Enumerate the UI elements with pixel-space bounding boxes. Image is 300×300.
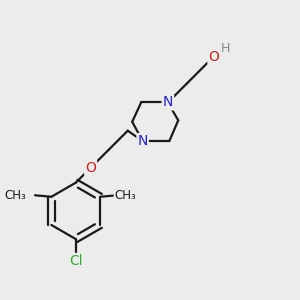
Text: CH₃: CH₃ [4, 189, 26, 202]
Text: CH₃: CH₃ [115, 189, 136, 202]
Text: O: O [208, 50, 219, 64]
Text: Cl: Cl [69, 254, 82, 268]
Text: N: N [163, 95, 173, 110]
Text: N: N [137, 134, 148, 148]
Text: H: H [220, 42, 230, 55]
Text: O: O [85, 161, 96, 175]
